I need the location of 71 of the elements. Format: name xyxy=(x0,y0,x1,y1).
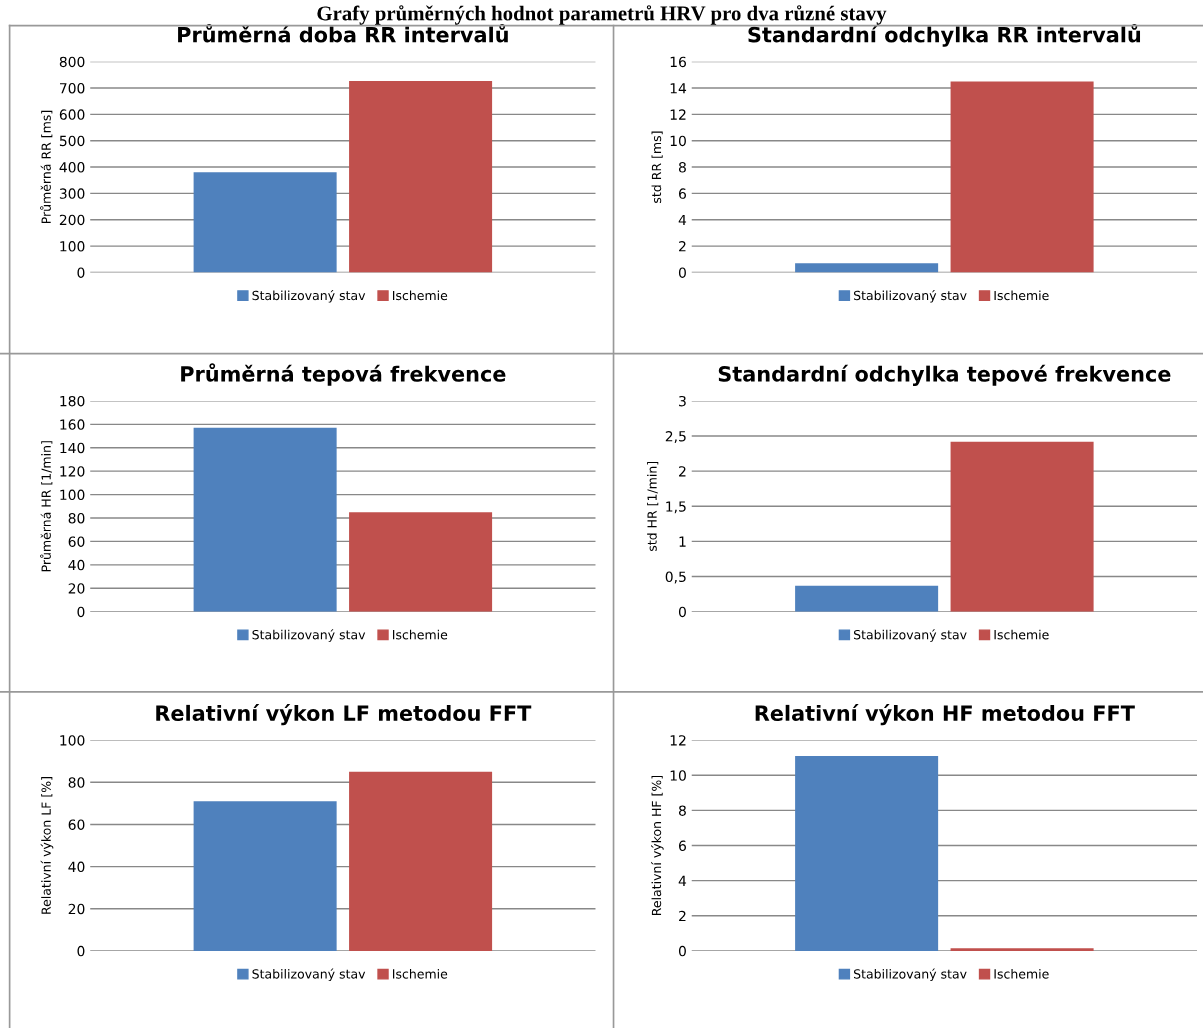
y-tick-label: 2 xyxy=(679,910,686,922)
y-tick-label: 12 xyxy=(670,735,686,746)
y-tick-label: 0,5 xyxy=(665,571,686,584)
y-tick-label: 40 xyxy=(68,559,85,571)
y-tick-label: 10 xyxy=(670,770,686,781)
chart-title: Standardní odchylka tepové frekvence xyxy=(718,364,1171,386)
y-tick-label: 120 xyxy=(60,466,85,477)
y-tick-label: 80 xyxy=(68,512,85,524)
y-tick-label: 1 xyxy=(679,536,686,547)
y-tick-label: 4 xyxy=(678,214,687,226)
legend-label: Ischemie xyxy=(393,290,448,301)
y-axis-title: Relativní výkon LF [%] xyxy=(40,777,54,914)
y-tick-label: 100 xyxy=(60,489,85,501)
legend-label: Ischemie xyxy=(994,968,1049,979)
y-tick-label: 500 xyxy=(59,135,85,147)
y-tick-label: 10 xyxy=(670,135,686,147)
y-tick-label: 700 xyxy=(59,82,85,94)
y-tick-label: 80 xyxy=(68,777,85,788)
legend-label: Stabilizovaný stav xyxy=(853,629,967,642)
y-tick-label: 0 xyxy=(678,945,686,957)
y-axis-title: std RR [ms] xyxy=(651,131,663,203)
y-tick-label: 1,5 xyxy=(666,501,686,514)
y-tick-label: 140 xyxy=(60,442,85,454)
y-tick-label: 200 xyxy=(59,214,85,226)
y-tick-label: 0 xyxy=(77,606,85,618)
y-tick-label: 0 xyxy=(77,945,85,957)
y-axis-title: Relativní výkon HF [%] xyxy=(651,775,664,916)
chart-title: Průměrná tepová frekvence xyxy=(181,363,506,386)
y-tick-label: 800 xyxy=(59,56,85,68)
y-tick-label: 40 xyxy=(68,861,85,873)
text: Grafy průměrných hodnot parametrů HRV pro dva různé stavy xyxy=(317,5,887,25)
y-tick-label: 14 xyxy=(670,83,687,94)
y-tick-label: 4 xyxy=(678,875,687,886)
y-tick-label: 6 xyxy=(679,840,686,851)
y-tick-label: 0 xyxy=(77,267,85,278)
legend-label: Stabilizovaný stav xyxy=(252,289,366,303)
y-tick-label: 180 xyxy=(60,395,85,407)
legend-label: Ischemie xyxy=(994,290,1049,301)
y-tick-label: 16 xyxy=(670,56,686,68)
y-tick-label: 400 xyxy=(59,162,85,173)
y-tick-label: 8 xyxy=(678,805,686,816)
y-tick-label: 160 xyxy=(60,419,85,430)
y-tick-label: 2 xyxy=(679,466,686,477)
legend-label: Stabilizovaný stav xyxy=(252,968,366,982)
y-tick-label: 6 xyxy=(679,188,686,199)
y-tick-label: 12 xyxy=(670,109,686,120)
y-tick-label: 2,5 xyxy=(665,431,686,443)
legend-label: Stabilizovaný stav xyxy=(853,289,967,303)
y-tick-label: 60 xyxy=(68,819,85,830)
y-tick-label: 2 xyxy=(679,241,686,252)
y-axis-title: Průměrná HR [1/min] xyxy=(40,441,53,572)
y-tick-label: 0 xyxy=(678,606,686,618)
y-tick-label: 100 xyxy=(60,241,85,252)
y-tick-label: 60 xyxy=(68,536,85,547)
y-tick-label: 20 xyxy=(68,583,85,594)
y-axis-title: Průměrná RR [ms] xyxy=(40,110,53,224)
legend-label: Ischemie xyxy=(994,629,1049,640)
y-tick-label: 100 xyxy=(60,735,85,746)
chart-title: Relativní výkon HF metodou FFT xyxy=(755,704,1135,726)
y-tick-label: 0 xyxy=(678,267,686,278)
y-tick-label: 300 xyxy=(59,188,85,199)
y-tick-label: 3 xyxy=(679,395,686,407)
y-axis-title: std HR [1/min] xyxy=(647,461,659,552)
legend-label: Stabilizovaný stav xyxy=(252,629,366,642)
legend-label: Stabilizovaný stav xyxy=(853,968,967,982)
y-tick-label: 8 xyxy=(678,162,686,173)
legend-label: Ischemie xyxy=(393,968,448,979)
y-tick-label: 600 xyxy=(59,109,85,120)
chart-title: Relativní výkon LF metodou FFT xyxy=(156,704,532,726)
y-tick-label: 20 xyxy=(68,903,85,915)
legend-label: Ischemie xyxy=(393,629,448,640)
